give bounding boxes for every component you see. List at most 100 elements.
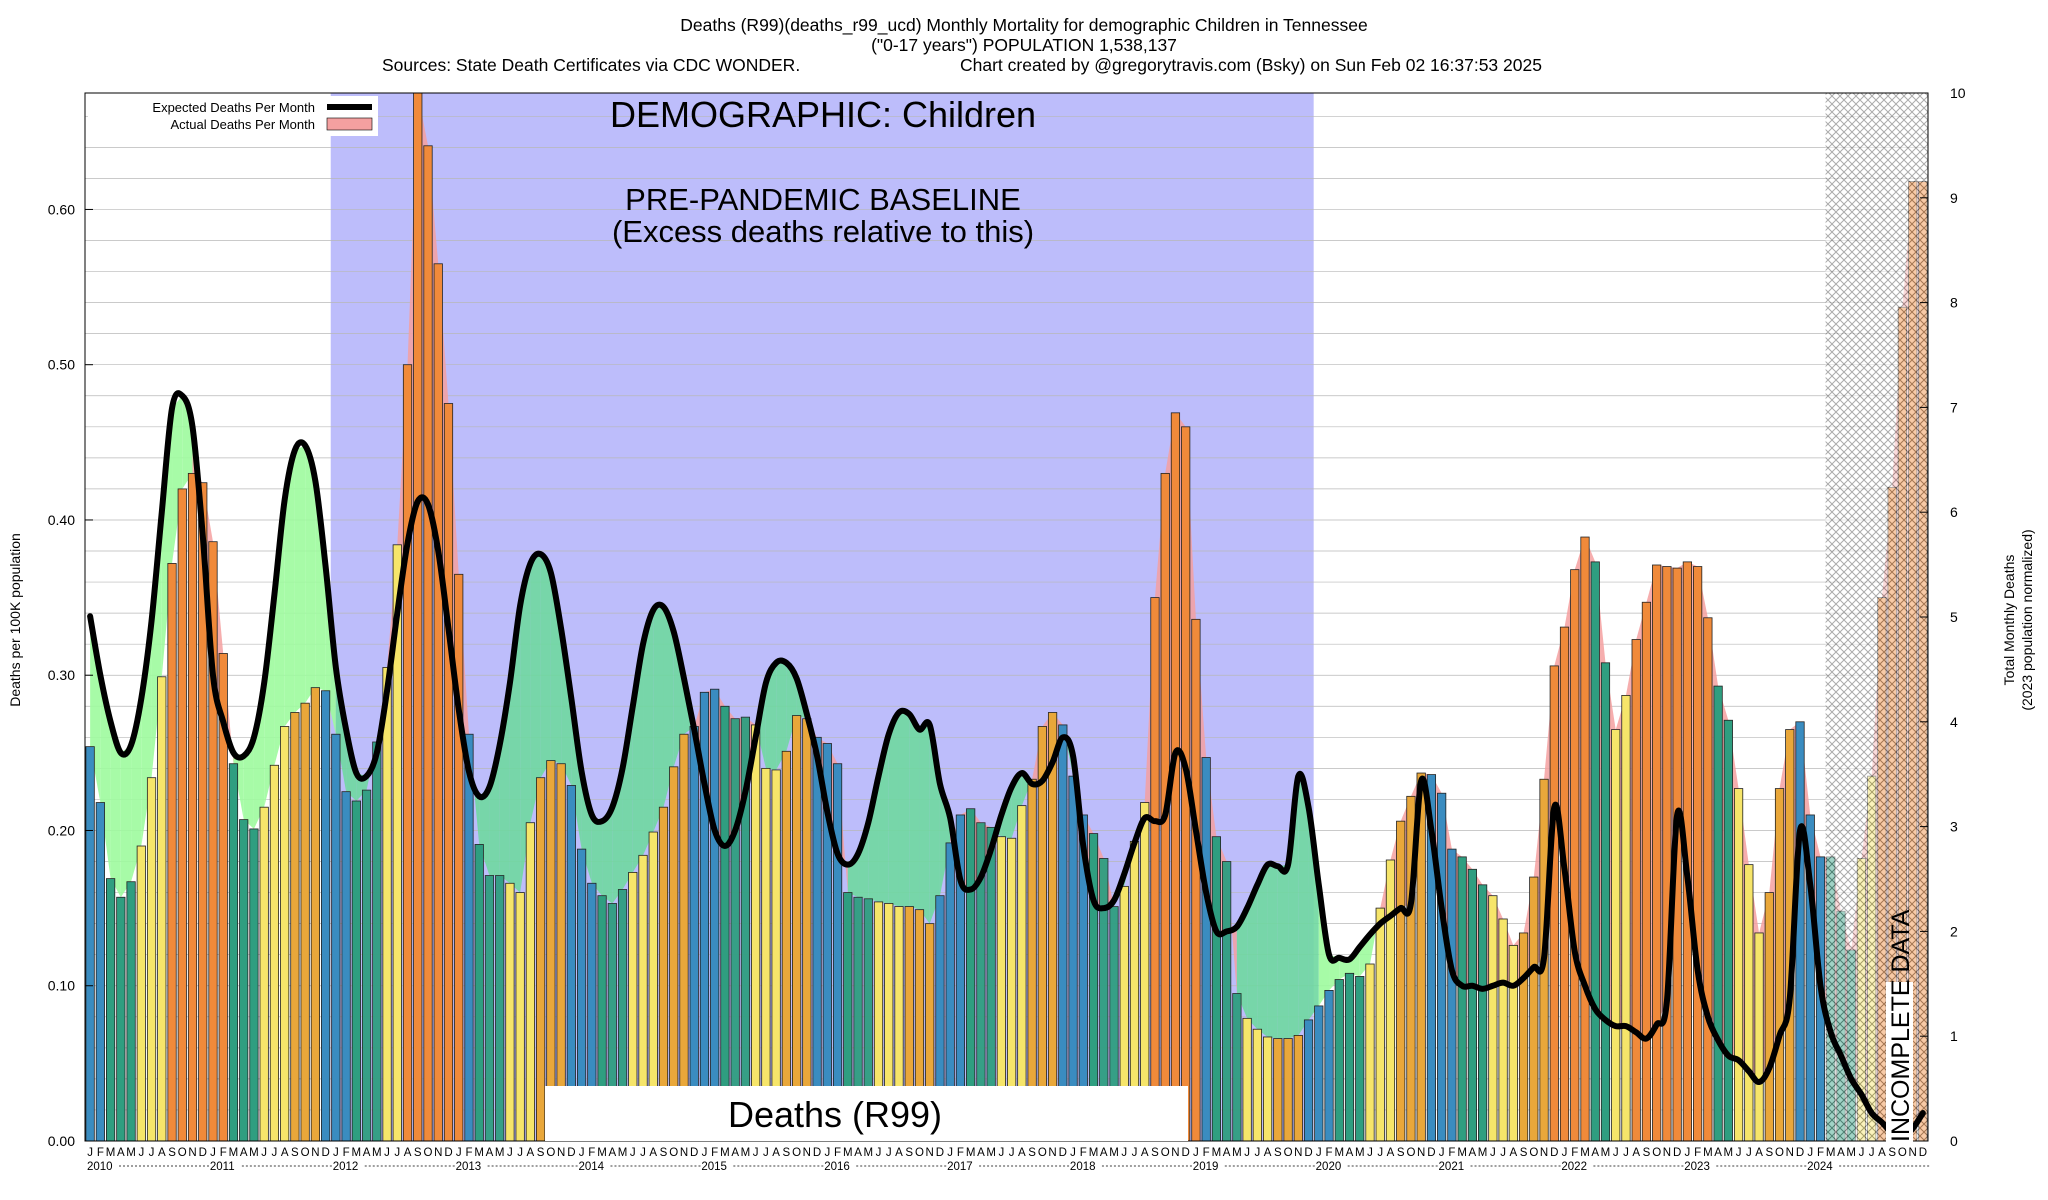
bar: [1222, 861, 1232, 1141]
bar: [576, 848, 587, 1141]
x-month-label: F: [97, 1147, 104, 1159]
x-month-label: A: [117, 1147, 125, 1159]
bar: [1017, 805, 1027, 1141]
bar: [1058, 724, 1068, 1141]
baseline-band: [330, 93, 1314, 1141]
x-month-label: J: [456, 1147, 462, 1159]
y2-tick-label: 7: [1950, 399, 1958, 415]
deficit-area-segment: [1308, 807, 1319, 1020]
x-month-label: N: [434, 1147, 442, 1159]
x-month-label: J: [753, 1147, 759, 1159]
x-month-label: N: [1048, 1147, 1056, 1159]
baseline-label-line1: PRE-PANDEMIC BASELINE: [625, 182, 1021, 217]
x-month-label: S: [168, 1147, 176, 1159]
x-month-label: S: [414, 1147, 422, 1159]
bar: [1283, 1038, 1293, 1141]
bar: [402, 364, 413, 1141]
deficit-area-segment: [120, 745, 132, 898]
deficit-area-segment: [284, 450, 295, 727]
deficit-area-segment: [479, 787, 490, 876]
bar: [228, 763, 239, 1141]
y-tick-label: 0.30: [48, 667, 75, 683]
x-month-label: J: [1193, 1147, 1199, 1159]
y-tick-label: 0.40: [48, 512, 75, 528]
expected-line: [87, 390, 1926, 1141]
bar: [669, 766, 679, 1141]
deficit-area-segment: [1298, 776, 1309, 1036]
y2-tick-label: 10: [1950, 85, 1966, 101]
deficit-area-segment: [182, 395, 193, 489]
bar: [966, 808, 976, 1141]
deficit-area-segment: [1236, 908, 1248, 1019]
bar: [1467, 868, 1477, 1141]
x-month-label: J: [1500, 1147, 1506, 1159]
cause-label-box: [545, 1086, 1188, 1141]
bar: [730, 718, 740, 1141]
bar: [1088, 833, 1099, 1141]
deficit-area-segment: [622, 706, 633, 890]
x-month-label: D: [1059, 1147, 1067, 1159]
x-month-label: D: [690, 1147, 698, 1159]
bar: [1723, 719, 1733, 1141]
x-month-label: J: [1439, 1147, 1445, 1159]
bar: [740, 716, 751, 1141]
x-month-label: O: [1038, 1147, 1047, 1159]
bar: [1232, 993, 1242, 1141]
x-year-label: 2015: [701, 1161, 727, 1173]
bar: [300, 702, 310, 1141]
x-month-label: F: [220, 1147, 227, 1159]
y2-tick-label: 5: [1950, 609, 1958, 625]
bar: [986, 826, 996, 1141]
bar: [1293, 1035, 1303, 1141]
x-month-label: D: [1427, 1147, 1435, 1159]
bar: [1478, 884, 1488, 1141]
bar: [1273, 1038, 1283, 1141]
x-month-label: J: [1009, 1147, 1015, 1159]
y-axis-right: 0 1 2 3 4 5 6 7 8 9 10: [1920, 85, 1966, 1149]
bar: [628, 872, 638, 1141]
x-month-label: O: [301, 1147, 310, 1159]
x-year-label: 2013: [456, 1161, 482, 1173]
bar: [136, 845, 146, 1141]
deficit-area-segment: [786, 662, 797, 752]
bar: [1611, 729, 1621, 1141]
x-month-label: J: [149, 1147, 155, 1159]
x-month-label: A: [854, 1147, 862, 1159]
bar: [802, 718, 812, 1141]
bar: [1324, 989, 1334, 1141]
bar: [321, 690, 331, 1141]
x-month-label: A: [363, 1147, 371, 1159]
chart-subtitle: ("0-17 years") POPULATION 1,538,137: [871, 35, 1177, 55]
bar: [1334, 979, 1344, 1141]
bar: [126, 881, 136, 1141]
x-year-label: 2024: [1807, 1161, 1833, 1173]
x-month-label: M: [720, 1147, 730, 1159]
x-month-label: S: [1765, 1147, 1773, 1159]
x-month-label: A: [158, 1147, 166, 1159]
x-month-label: F: [1080, 1147, 1087, 1159]
bar: [1242, 1017, 1252, 1141]
x-month-label: J: [1121, 1147, 1127, 1159]
bar: [894, 906, 904, 1141]
bar: [679, 733, 689, 1141]
x-month-label: F: [957, 1147, 964, 1159]
bar: [556, 763, 566, 1141]
deficit-area-segment: [1277, 864, 1289, 1039]
x-month-label: A: [1100, 1147, 1108, 1159]
x-month-label: A: [731, 1147, 739, 1159]
x-month-label: S: [1151, 1147, 1159, 1159]
x-month-label: N: [803, 1147, 811, 1159]
incomplete-label-group: INCOMPLETE DATA: [1886, 909, 1915, 1147]
x-month-label: J: [1132, 1147, 1138, 1159]
bar: [587, 882, 597, 1141]
x-month-label: F: [588, 1147, 595, 1159]
bar: [853, 896, 863, 1141]
x-month-label: M: [966, 1147, 976, 1159]
deficit-area-segment: [898, 712, 910, 907]
x-year-label: 2023: [1684, 1161, 1710, 1173]
x-month-label: J: [630, 1147, 636, 1159]
bar: [1303, 1019, 1314, 1141]
bar: [945, 842, 955, 1141]
x-month-label: F: [834, 1147, 841, 1159]
